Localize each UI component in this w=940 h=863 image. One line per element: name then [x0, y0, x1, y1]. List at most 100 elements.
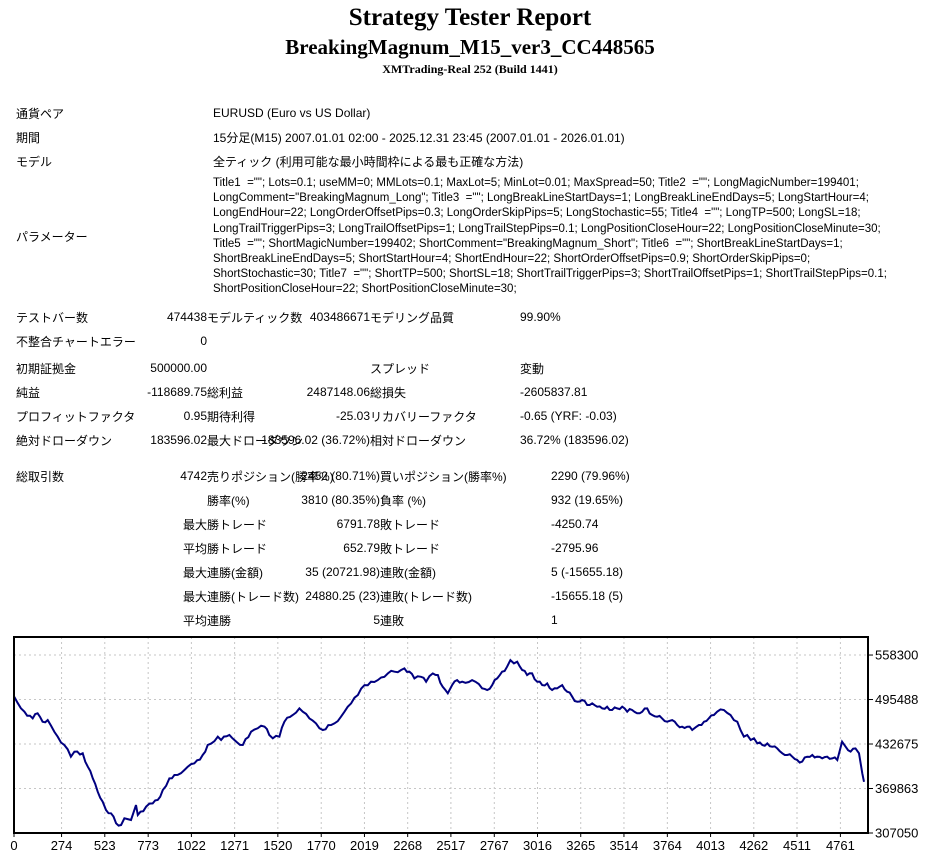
table-row: 勝率(%) 3810 (80.35%) 負率 (%) 932 (19.65%) — [0, 488, 940, 512]
stat-value: -2795.96 — [551, 541, 599, 555]
stat-label: 連敗 — [380, 613, 405, 628]
stat-value: 36.72% (183596.02) — [520, 433, 629, 447]
x-tick-label: 1271 — [220, 838, 249, 853]
table-row: プロフィットファクタ 0.95 期待利得 -25.03 リカバリーファクタ -0.65 (… — [0, 404, 940, 428]
parameter-line: Title5 =""; ShortMagicNumber=199402; Sho… — [213, 237, 843, 250]
x-tick-label: 1022 — [177, 838, 206, 853]
info-label: モデル — [16, 154, 53, 169]
table-row: テストバー数 474438 モデルティック数 403486671 モデリング品質 99.9… — [0, 305, 940, 329]
stat-value: 2487148.06 — [306, 385, 370, 399]
stat-value: -0.65 (YRF: -0.03) — [520, 409, 617, 423]
info-row: 期間 15分足(M15) 2007.01.01 02:00 - 2025.12.3… — [0, 125, 940, 149]
table-row: 平均 連勝 5 連敗 1 — [0, 608, 940, 632]
parameter-line: LongComment="BreakingMagnum_Long"; Title… — [213, 192, 869, 205]
stat-label: 初期証拠金 — [16, 361, 77, 376]
page-title: Strategy Tester Report — [348, 4, 592, 31]
stat-value: 474438 — [166, 310, 207, 324]
stat-value: -4250.74 — [551, 517, 599, 531]
stat-value: 24880.25 (23) — [305, 589, 380, 603]
parameters-label: パラメーター — [16, 230, 88, 245]
stat-value: 500000.00 — [150, 361, 207, 375]
table-row: 最大 連勝(金額) 35 (20721.98) 連敗(金額) 5 (-15655.18) — [0, 560, 940, 584]
stat-value: 最大 — [182, 589, 207, 604]
stat-value: 183596.02 — [150, 433, 207, 447]
info-value: EURUSD (Euro vs US Dollar) — [213, 106, 371, 120]
info-row: モデル 全ティック (利用可能な最小時間枠による最も正確な方法) — [0, 149, 940, 173]
stat-value: -2605837.81 — [520, 385, 588, 399]
y-tick-label: 369863 — [875, 781, 918, 796]
x-tick-label: 0 — [10, 838, 17, 853]
x-tick-label: 1770 — [307, 838, 336, 853]
stat-value: 5 (-15655.18) — [551, 565, 624, 579]
table-row: 総取引数 4742 売りポジション(勝率%) 2452 (80.71%) 買いポジション… — [0, 464, 940, 488]
stat-value: 35 (20721.98) — [305, 565, 380, 579]
stat-label: 純益 — [16, 385, 41, 400]
stat-value: 6791.78 — [336, 517, 380, 531]
x-tick-label: 3514 — [609, 838, 638, 853]
results-table: 初期証拠金 500000.00 スプレッド 変動 純益 -118689.75 総利益 2487… — [0, 356, 940, 452]
table-row: 初期証拠金 500000.00 スプレッド 変動 — [0, 356, 940, 380]
stat-label: スプレッド — [370, 361, 431, 376]
stat-value: -15655.18 (5) — [551, 589, 624, 603]
y-tick-label: 558300 — [875, 648, 918, 663]
stat-value: 平均 — [182, 613, 207, 628]
stat-label: 連敗(金額) — [380, 565, 436, 580]
x-tick-label: 3265 — [566, 838, 595, 853]
stat-label: 敗トレード — [380, 541, 441, 556]
parameter-line: LongEndHour=22; LongOrderOffsetPips=0.3;… — [213, 207, 861, 220]
stat-value: 5 — [373, 613, 380, 627]
stat-label: 負率 (%) — [380, 493, 426, 508]
parameter-line: Title1 =""; Lots=0.1; useMM=0; MMLots=0.… — [213, 177, 859, 189]
stat-value: 変動 — [520, 361, 545, 376]
x-tick-label: 2019 — [350, 838, 379, 853]
table-row: 最大 勝トレード 6791.78 敗トレード -4250.74 — [0, 512, 940, 536]
x-tick-label: 2268 — [393, 838, 422, 853]
stat-value: 1 — [551, 613, 558, 627]
stat-value: 652.79 — [343, 541, 380, 555]
x-tick-label: 523 — [94, 838, 116, 853]
stat-value: 2290 (79.96%) — [551, 469, 630, 483]
y-tick-label: 307050 — [875, 826, 918, 841]
stat-value: 932 (19.65%) — [551, 493, 624, 507]
stat-label: 不整合チャートエラー — [16, 334, 136, 349]
stat-label: 総取引数 — [16, 469, 65, 484]
balance-line — [13, 658, 865, 827]
x-tick-label: 1520 — [263, 838, 292, 853]
stat-value: 最大 — [182, 517, 207, 532]
info-value: 15分足(M15) 2007.01.01 02:00 - 2025.12.31 … — [213, 130, 625, 145]
stat-value: 403486671 — [309, 310, 370, 324]
table-row: 最大 連勝(トレード数) 24880.25 (23) 連敗(トレード数) -15655.… — [0, 584, 940, 608]
stat-label: 敗トレード — [380, 517, 441, 532]
parameter-line: ShortBreakLineEndDays=5; ShortStartHour=… — [213, 253, 811, 266]
symbol-info-table: 通貨ペア EURUSD (Euro vs US Dollar) 期間 15分足(M15… — [0, 101, 940, 173]
report-header: Strategy Tester Report BreakingMagnum_M1… — [0, 2, 940, 77]
stat-label: 連敗(トレード数) — [380, 589, 472, 604]
table-row: 純益 -118689.75 総利益 2487148.06 総損失 -2605837.81 — [0, 380, 940, 404]
stat-value: 4742 — [180, 469, 207, 483]
stat-label: 総損失 — [370, 385, 407, 400]
x-tick-label: 4761 — [826, 838, 855, 853]
x-tick-label: 4262 — [739, 838, 768, 853]
stat-value: 2452 (80.71%) — [301, 469, 380, 483]
parameter-line: LongTrailTriggerPips=3; LongTrailOffsetP… — [213, 222, 881, 235]
stat-label: プロフィットファクタ — [16, 409, 136, 424]
table-row: 不整合チャートエラー 0 — [0, 329, 940, 353]
stat-value: 平均 — [182, 541, 207, 556]
stat-label: 絶対ドローダウン — [16, 433, 113, 448]
stat-label: リカバリーファクタ — [370, 409, 477, 424]
expert-name: BreakingMagnum_M15_ver3_CC448565 — [285, 35, 655, 59]
parameter-line: ShortStochastic=30; Title7 =""; ShortTP=… — [213, 268, 887, 281]
server-build: XMTrading-Real 252 (Build 1441) — [382, 62, 558, 76]
stat-value: -25.03 — [335, 409, 370, 423]
equity-chart: 0 274 523 773 1022 1271 1520 1770 2019 2268 2517 27… — [0, 630, 940, 863]
x-tick-label: 2767 — [480, 838, 509, 853]
x-tick-label: 274 — [51, 838, 73, 853]
plot-border — [13, 636, 869, 834]
x-tick-label: 773 — [137, 838, 159, 853]
stat-label: テストバー数 — [16, 310, 89, 325]
x-tick-label: 3016 — [523, 838, 552, 853]
stat-value: -118689.75 — [147, 385, 207, 399]
trades-table: 総取引数 4742 売りポジション(勝率%) 2452 (80.71%) 買いポジション… — [0, 464, 940, 632]
parameter-line: ShortPositionCloseHour=22; ShortPosition… — [213, 283, 517, 296]
